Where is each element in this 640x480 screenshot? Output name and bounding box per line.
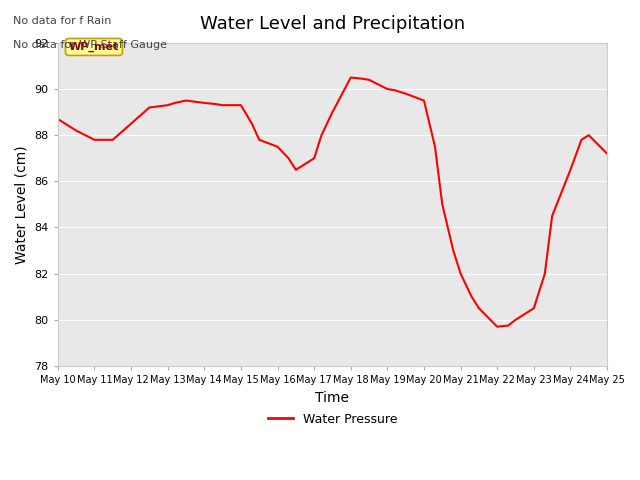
Text: No data for WP Staff Gauge: No data for WP Staff Gauge [13,40,167,50]
X-axis label: Time: Time [316,391,349,405]
Legend: Water Pressure: Water Pressure [262,408,402,431]
Title: Water Level and Precipitation: Water Level and Precipitation [200,15,465,33]
Text: No data for f Rain: No data for f Rain [13,16,111,26]
Y-axis label: Water Level (cm): Water Level (cm) [15,145,29,264]
Text: WP_met: WP_met [69,42,119,52]
